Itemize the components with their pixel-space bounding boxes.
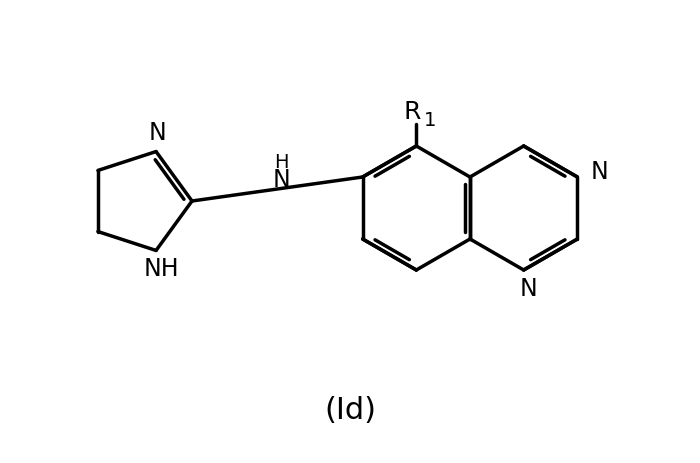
Text: N: N [272, 168, 290, 192]
Text: H: H [274, 152, 288, 171]
Text: 1: 1 [424, 111, 437, 130]
Text: (Id): (Id) [324, 396, 376, 425]
Text: N: N [148, 120, 166, 144]
Text: R: R [404, 100, 421, 124]
Text: N: N [591, 160, 608, 184]
Text: NH: NH [144, 257, 179, 282]
Text: N: N [520, 277, 538, 301]
